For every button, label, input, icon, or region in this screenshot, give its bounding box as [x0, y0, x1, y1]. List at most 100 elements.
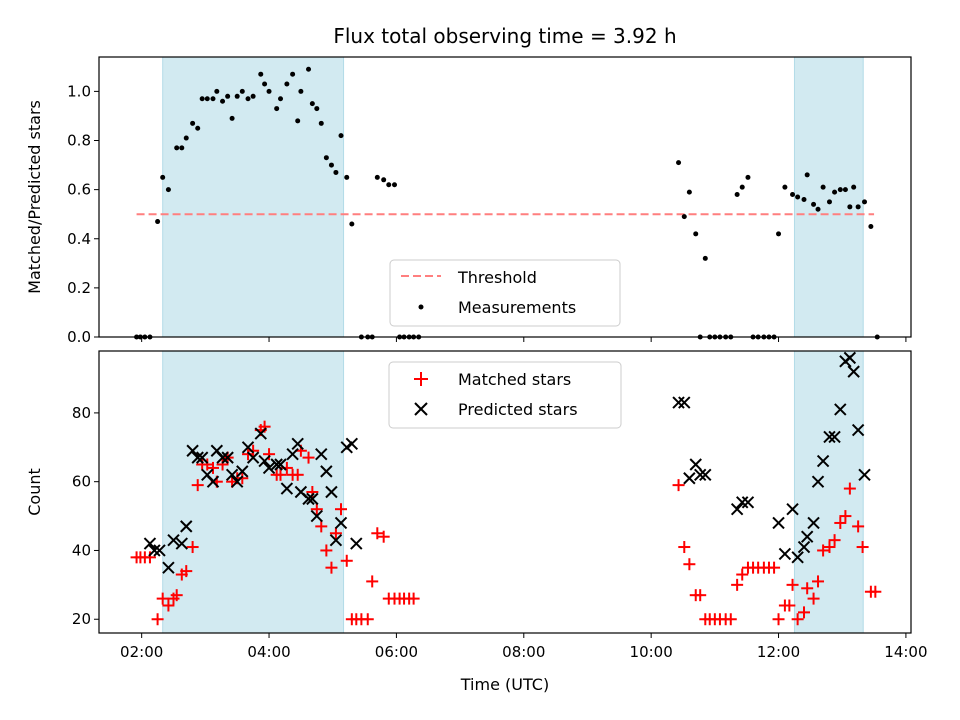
measurement-point — [328, 162, 334, 168]
matched-star-point — [852, 520, 865, 533]
predicted-star-point — [741, 496, 755, 509]
predicted-star-point — [811, 475, 825, 488]
predicted-star-point — [230, 475, 244, 488]
legend-measurements-marker — [418, 304, 424, 310]
measurement-point — [702, 255, 708, 261]
matched-star-point — [783, 599, 796, 612]
measurement-point — [790, 192, 796, 198]
observing-window-1 — [162, 56, 345, 338]
x-tick-label: 06:00 — [375, 643, 418, 661]
measurement-point — [386, 182, 392, 188]
measurement-point — [195, 125, 201, 131]
matched-star-point — [672, 479, 685, 492]
predicted-star-point — [246, 451, 260, 464]
ratio-y-axis-label: Matched/Predicted stars — [25, 100, 44, 294]
measurement-point — [811, 201, 817, 207]
measurement-point — [245, 96, 251, 102]
measurement-point — [734, 192, 740, 198]
predicted-star-point — [143, 537, 157, 550]
matched-star-point — [340, 554, 353, 567]
predicted-star-point — [689, 458, 702, 471]
matched-star-point — [772, 613, 785, 626]
matched-star-point — [329, 527, 342, 540]
measurement-point — [210, 96, 216, 102]
measurement-point — [318, 120, 324, 126]
predicted-star-point — [162, 561, 175, 574]
predicted-star-point — [791, 551, 804, 564]
matched-star-point — [801, 582, 814, 595]
measurement-point — [290, 71, 296, 77]
matched-star-point — [407, 592, 420, 605]
matched-star-point — [310, 503, 323, 516]
count-y-tick-label: 20 — [72, 610, 91, 628]
measurement-point — [309, 101, 315, 107]
predicted-star-point — [280, 482, 294, 495]
matched-star-point — [366, 575, 379, 588]
measurement-point — [782, 184, 788, 190]
ratio-y-tick-label: 0.8 — [67, 132, 91, 150]
matched-star-point — [291, 468, 304, 481]
count-y-axis-label: Count — [25, 468, 44, 516]
x-tick-label: 12:00 — [757, 643, 800, 661]
measurement-point — [374, 174, 380, 180]
measurement-point — [190, 120, 196, 126]
matched-star-point — [216, 458, 229, 471]
predicted-star-point — [858, 468, 871, 482]
predicted-star-point — [241, 441, 255, 454]
measurement-point — [855, 204, 861, 210]
measurement-point — [815, 206, 821, 212]
measurement-point — [234, 93, 240, 99]
ratio-y-tick-label: 0.0 — [67, 328, 91, 346]
predicted-star-point — [195, 451, 209, 464]
measurement-point — [204, 96, 210, 102]
predicted-star-point — [270, 458, 283, 471]
ratio-y-tick-label: 0.2 — [67, 279, 91, 297]
predicted-star-point — [186, 444, 199, 457]
measurement-point — [179, 145, 185, 151]
x-tick-label: 08:00 — [502, 643, 545, 661]
measurement-point — [686, 189, 692, 195]
observing-window-2 — [793, 56, 864, 338]
predicted-star-point — [699, 468, 712, 482]
measurement-point — [229, 115, 235, 121]
measurement-point — [381, 177, 387, 183]
measurement-point — [776, 231, 782, 237]
predicted-star-point — [262, 461, 276, 475]
matched-star-point — [236, 472, 249, 485]
count-y-tick-label: 80 — [72, 404, 91, 422]
measurement-point — [851, 184, 857, 190]
predicted-star-point — [350, 537, 363, 550]
matched-star-point — [377, 530, 390, 543]
measurement-point — [392, 182, 398, 188]
measurement-point — [258, 71, 264, 77]
measurement-point — [745, 174, 751, 180]
matched-star-point — [731, 578, 744, 591]
measurement-point — [832, 189, 838, 195]
measurement-point — [183, 135, 189, 141]
measurement-point — [820, 184, 826, 190]
measurement-point — [274, 106, 280, 112]
predicted-star-point — [672, 396, 685, 409]
matched-star-point — [839, 510, 852, 523]
predicted-star-point — [180, 520, 193, 533]
matched-star-point — [170, 589, 183, 602]
predicted-star-point — [286, 447, 299, 461]
matched-star-point — [143, 551, 156, 564]
predicted-star-point — [216, 451, 229, 464]
predicted-star-point — [206, 475, 220, 488]
matched-star-point — [156, 592, 169, 605]
legend-predicted-marker — [414, 402, 428, 416]
measurement-point — [868, 223, 874, 229]
legend-threshold-label: Threshold — [457, 268, 537, 287]
matched-star-point — [191, 479, 204, 492]
measurement-point — [344, 174, 350, 180]
matched-star-point — [320, 544, 333, 557]
measurement-point — [225, 93, 231, 99]
matched-star-point — [325, 561, 338, 574]
measurement-point — [349, 221, 355, 227]
count-y-tick-label: 40 — [72, 541, 91, 559]
matched-star-point — [335, 503, 348, 516]
predicted-star-point — [843, 351, 857, 365]
predicted-star-point — [730, 502, 744, 516]
